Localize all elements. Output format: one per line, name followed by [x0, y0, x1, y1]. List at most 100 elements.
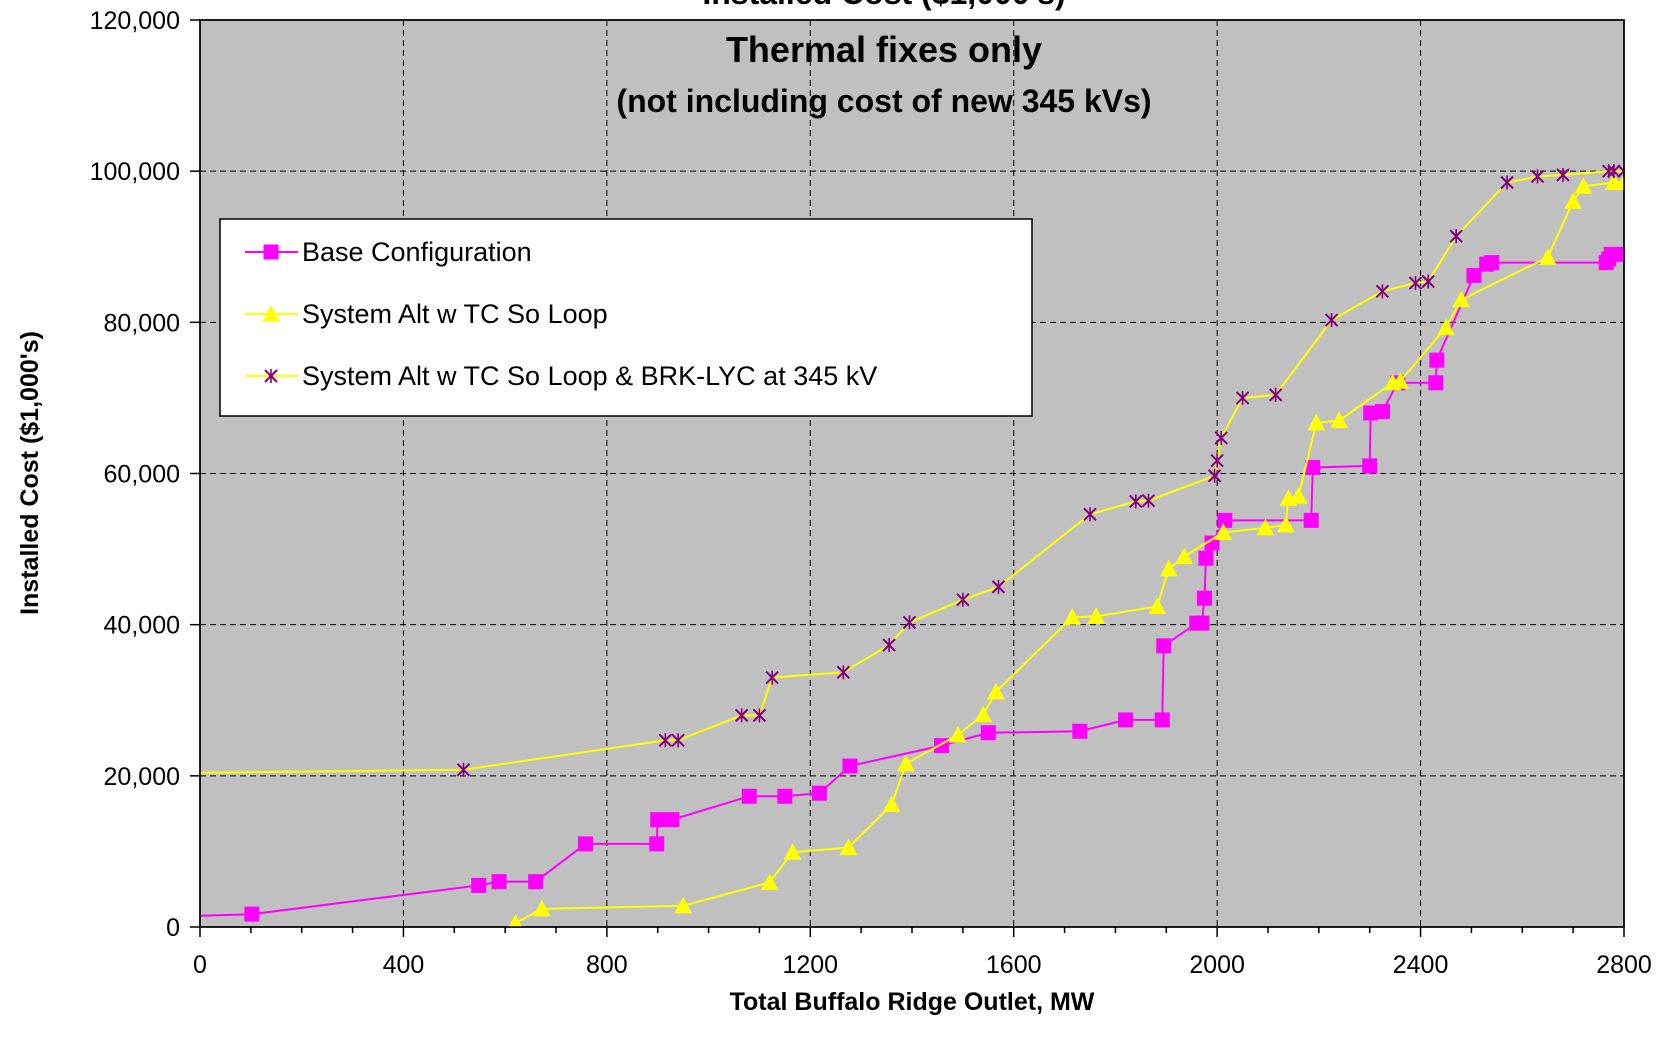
system-alt-tc-so-loop-point — [1276, 515, 1295, 533]
system-alt-tc-so-loop-point — [882, 795, 901, 813]
base-configuration-point — [1194, 615, 1210, 631]
base-configuration-point — [1305, 459, 1321, 475]
system-alt-tc-so-loop-brk-lyc-point — [765, 670, 779, 685]
legend-label: Base Configuration — [302, 237, 532, 267]
system-alt-tc-so-loop-point — [1256, 518, 1275, 536]
base-configuration-point — [1156, 638, 1172, 654]
base-configuration-point — [650, 812, 666, 828]
legend-system-alt-tc-so-loop-point — [262, 304, 280, 322]
system-alt-tc-so-loop-brk-lyc-point — [1207, 468, 1222, 483]
base-configuration-point — [980, 725, 996, 741]
base-configuration-point — [1484, 255, 1500, 271]
x-tick-label: 2800 — [1596, 951, 1652, 979]
x-tick-label: 2400 — [1393, 951, 1449, 979]
legend-item-base-configuration: Base Configuration — [245, 237, 532, 267]
base-configuration-point — [1603, 246, 1619, 262]
base-configuration-point — [811, 785, 827, 801]
base-configuration-point — [1118, 712, 1134, 728]
series-layer — [200, 164, 1624, 927]
y-tick-label: 20,000 — [104, 763, 180, 791]
base-configuration-point — [244, 906, 260, 922]
point-stroke — [1617, 169, 1624, 178]
x-tick-label: 0 — [193, 951, 207, 979]
system-alt-tc-so-loop-brk-lyc-point — [1214, 430, 1228, 445]
y-tick-label: 0 — [166, 914, 180, 942]
chart-title: Installed Cost ($1,000's) — [702, 0, 1065, 11]
legend: Base Configuration System Alt w TC So Loo… — [219, 218, 1033, 417]
system-alt-tc-so-loop-point — [1159, 559, 1178, 577]
base-configuration-point — [577, 836, 593, 852]
base-configuration-point — [528, 874, 544, 890]
legend-label: System Alt w TC So Loop — [302, 299, 608, 329]
system-alt-tc-so-loop-point — [897, 754, 915, 772]
legend-base-configuration-point — [263, 244, 279, 260]
series-system-alt-tc-so-loop-brk-lyc — [200, 164, 1624, 777]
chart-subtitle: Thermal fixes only — [726, 29, 1042, 70]
base-configuration-point — [1429, 352, 1445, 368]
base-configuration-point — [1217, 512, 1233, 528]
system-alt-tc-so-loop-point — [1063, 608, 1082, 625]
system-alt-tc-so-loop-brk-lyc-point — [1421, 274, 1435, 289]
legend-label: System Alt w TC So Loop & BRK-LYC at 345… — [302, 361, 877, 391]
system-alt-tc-so-loop-brk-lyc-point — [752, 708, 767, 723]
system-alt-tc-so-loop-point — [783, 843, 802, 860]
system-alt-tc-so-loop-brk-lyc-point — [658, 733, 673, 748]
base-configuration-point — [649, 836, 665, 852]
legend-item-system-alt-tc-so-loop-brk-lyc: System Alt w TC So Loop & BRK-LYC at 345… — [245, 361, 877, 391]
axes: 0 400 800 1200 1600 2000 2400 2800 0 20,000 40,000… — [90, 7, 1652, 979]
system-alt-tc-so-loop-point — [948, 725, 967, 743]
system-alt-tc-so-loop-brk-lyc-point — [734, 708, 749, 723]
point-stroke — [1617, 164, 1624, 173]
base-configuration-point — [741, 788, 757, 804]
series-system-alt-tc-so-loop — [506, 173, 1624, 927]
system-alt-tc-so-loop-brk-lyc-point — [991, 579, 1006, 594]
system-alt-tc-so-loop-brk-lyc-point — [1268, 387, 1283, 402]
system-alt-tc-so-loop-brk-lyc-point — [456, 762, 471, 777]
base-configuration-point — [1374, 404, 1390, 420]
base-configuration-point — [1428, 375, 1444, 391]
system-alt-tc-so-loop-brk-lyc-point — [1530, 169, 1545, 184]
system-alt-tc-so-loop-brk-lyc-point — [1375, 284, 1390, 299]
system-alt-tc-so-loop-brk-lyc-point — [1607, 164, 1621, 179]
system-alt-tc-so-loop-point — [1087, 607, 1105, 624]
base-configuration-point — [491, 874, 507, 890]
system-alt-tc-so-loop-point — [1615, 173, 1624, 191]
system-alt-tc-so-loop-point — [839, 838, 858, 856]
system-alt-tc-so-loop-brk-lyc-point — [1617, 164, 1624, 179]
system-alt-tc-so-loop-point — [1452, 290, 1471, 308]
series-base-configuration — [200, 246, 1624, 922]
base-configuration-point — [1616, 246, 1624, 262]
base-configuration-point — [471, 877, 487, 893]
y-tick-label: 100,000 — [90, 158, 180, 186]
legend-system-alt-tc-so-loop-brk-lyc-point — [264, 369, 278, 383]
system-alt-tc-so-loop-point — [1391, 372, 1410, 389]
system-alt-tc-so-loop-brk-lyc-point — [1129, 494, 1143, 509]
y-tick-label: 80,000 — [104, 309, 180, 337]
system-alt-tc-so-loop-point — [1564, 192, 1582, 209]
system-alt-tc-so-loop-point — [1574, 177, 1593, 194]
system-alt-tc-so-loop-point — [1538, 248, 1557, 265]
system-alt-tc-so-loop-brk-lyc-point — [902, 615, 917, 630]
base-configuration-point — [1198, 550, 1214, 566]
system-alt-tc-so-loop-brk-lyc-point — [1556, 167, 1570, 182]
system-alt-tc-so-loop-point — [508, 914, 523, 927]
base-configuration-point — [842, 758, 858, 774]
system-alt-tc-so-loop-brk-lyc-point — [1235, 390, 1250, 405]
system-alt-tc-so-loop-brk-lyc-point — [1408, 276, 1423, 291]
system-alt-tc-so-loop-point — [1214, 523, 1233, 540]
y-tick-label: 40,000 — [104, 612, 180, 640]
base-configuration-point — [1362, 458, 1378, 474]
base-configuration-point — [1072, 723, 1088, 739]
base-configuration-point — [1154, 712, 1170, 728]
system-alt-tc-so-loop-brk-lyc-point — [1083, 507, 1097, 522]
system-alt-tc-so-loop-point — [987, 682, 1005, 700]
x-tick-label: 400 — [383, 951, 425, 979]
chart-subtitle-note: (not including cost of new 345 kVs) — [616, 83, 1151, 119]
base-configuration-point — [1196, 590, 1212, 606]
system-alt-tc-so-loop-brk-lyc-point — [882, 638, 896, 653]
y-tick-label: 120,000 — [90, 7, 180, 35]
system-alt-tc-so-loop-point — [760, 873, 779, 890]
system-alt-tc-so-loop-point — [674, 896, 692, 914]
system-alt-tc-so-loop-point — [1175, 547, 1193, 565]
